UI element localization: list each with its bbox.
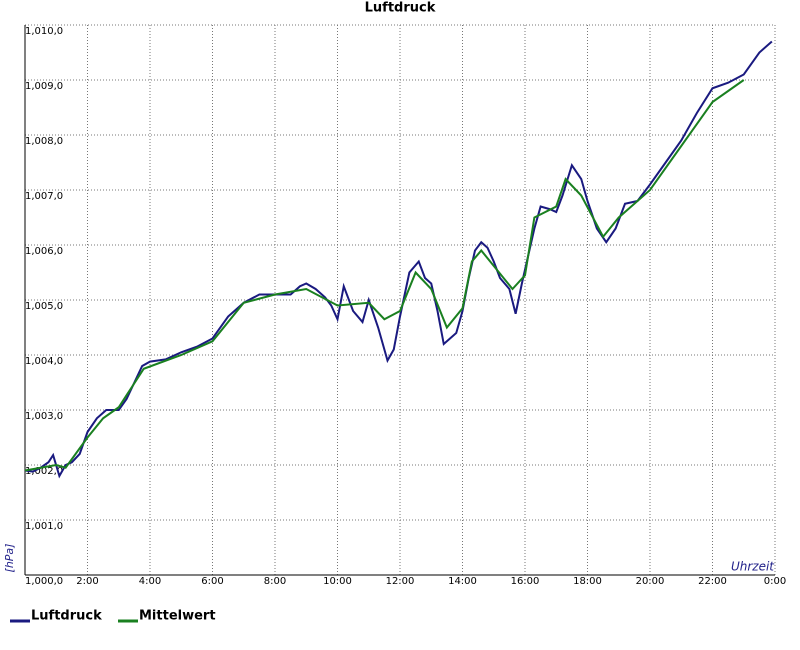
x-tick-label: 4:00 xyxy=(139,576,161,587)
y-tick-label: 1,005,0 xyxy=(25,301,63,312)
x-tick-label: 18:00 xyxy=(573,576,602,587)
x-axis-label: Uhrzeit xyxy=(731,560,775,574)
y-tick-label: 1,002,0 xyxy=(25,466,63,477)
x-tick-label: 20:00 xyxy=(636,576,665,587)
y-tick-label: 1,009,0 xyxy=(25,81,63,92)
line-series xyxy=(24,40,773,479)
y-axis-label: [hPa] xyxy=(3,544,16,573)
y-tick-label: 1,004,0 xyxy=(25,356,63,367)
x-tick-label: 0:00 xyxy=(764,576,786,587)
y-tick-label: 1,010,0 xyxy=(25,26,63,37)
legend-label: Mittelwert xyxy=(139,609,216,624)
line-series xyxy=(24,79,745,472)
x-tick-label: 8:00 xyxy=(264,576,286,587)
y-tick-label: 1,001,0 xyxy=(25,521,63,532)
y-tick-label: 1,003,0 xyxy=(25,411,63,422)
x-tick-label: 6:00 xyxy=(201,576,223,587)
x-tick-label: 16:00 xyxy=(511,576,540,587)
x-tick-label: 10:00 xyxy=(323,576,352,587)
y-tick-label: 1,000,0 xyxy=(25,576,63,587)
x-tick-label: 14:00 xyxy=(448,576,477,587)
y-tick-label: 1,006,0 xyxy=(25,246,63,257)
x-tick-label: 2:00 xyxy=(76,576,98,587)
y-tick-label: 1,008,0 xyxy=(25,136,63,147)
chart-title: Luftdruck xyxy=(365,1,436,16)
legend-label: Luftdruck xyxy=(31,609,102,624)
y-tick-label: 1,007,0 xyxy=(25,191,63,202)
x-tick-label: 22:00 xyxy=(698,576,727,587)
x-tick-label: 12:00 xyxy=(386,576,415,587)
